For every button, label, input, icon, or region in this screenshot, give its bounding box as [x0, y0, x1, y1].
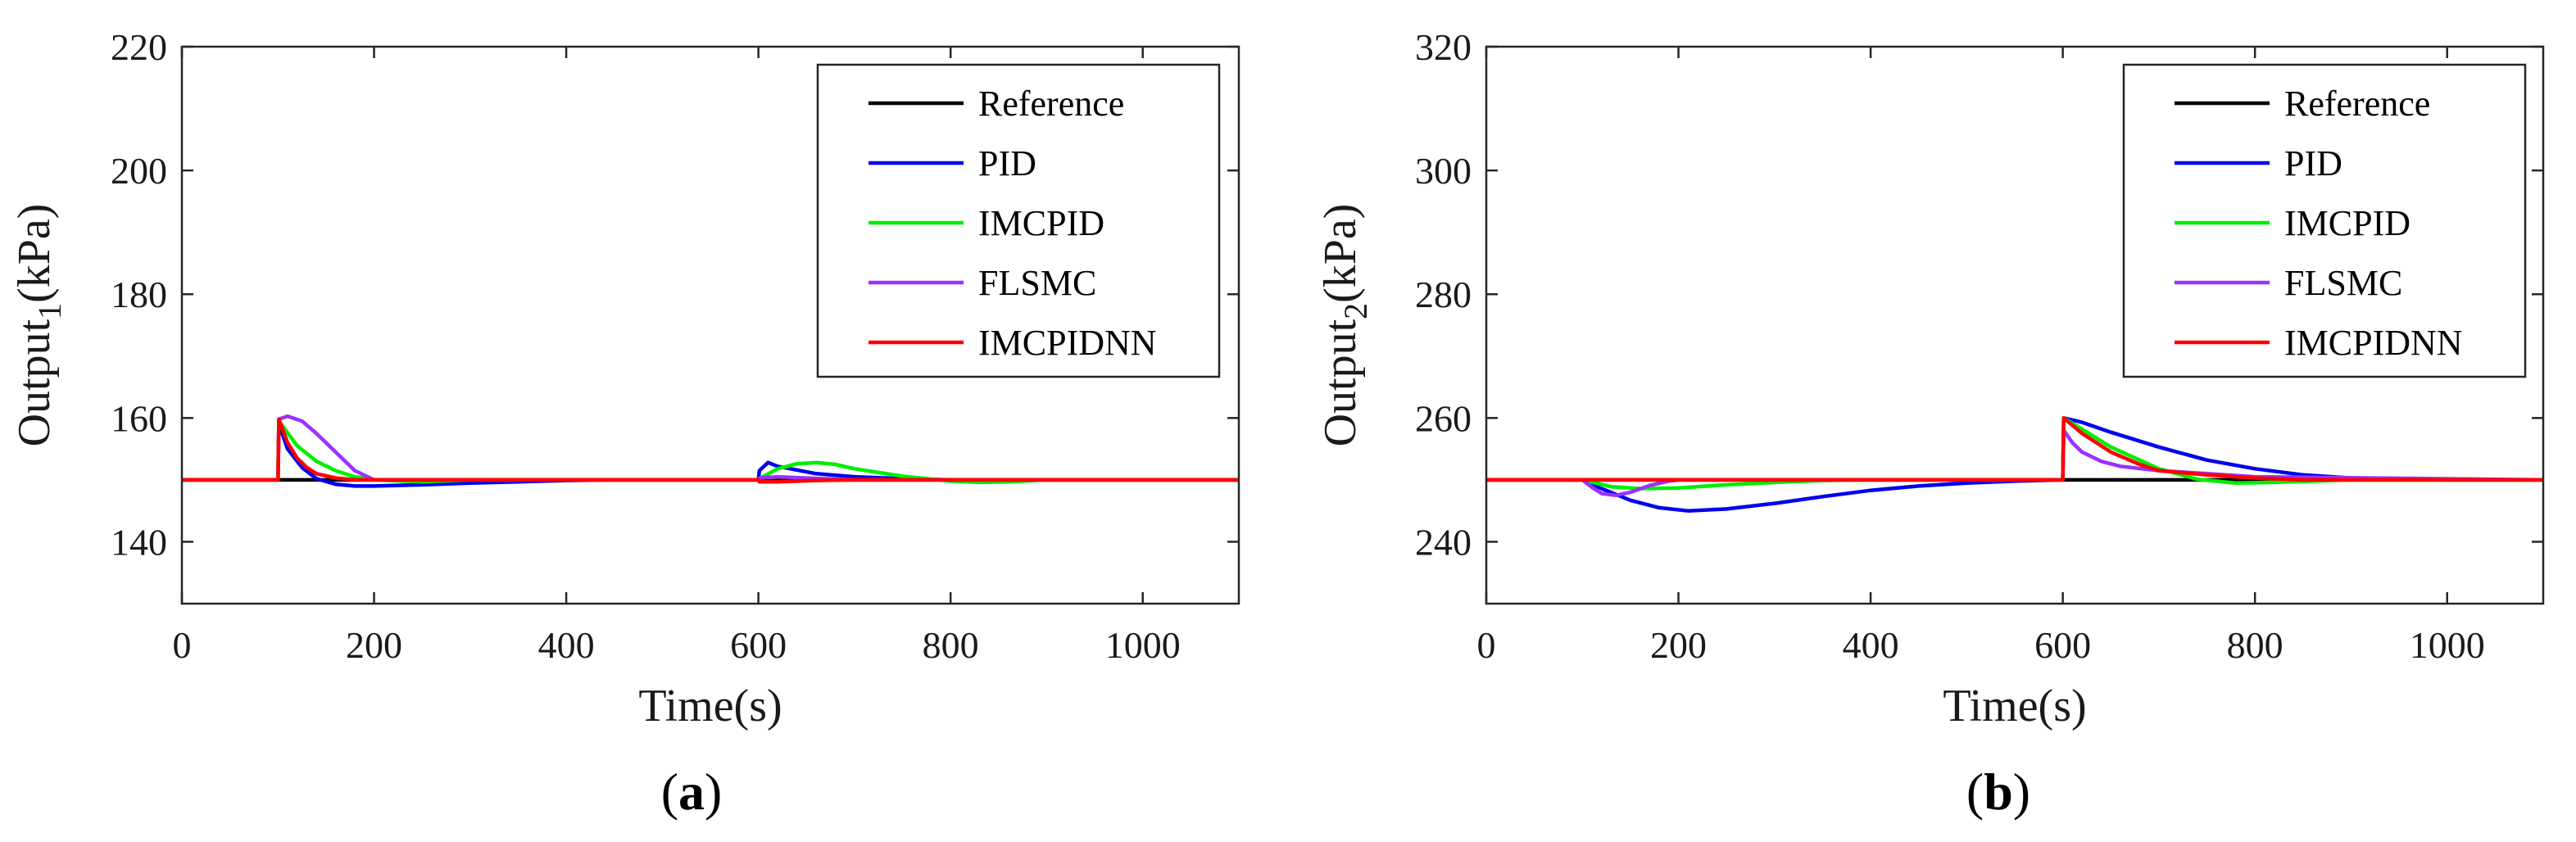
series-line-imcpid: [182, 419, 1239, 485]
x-tick-label: 800: [2227, 624, 2283, 666]
y-axis-subscript-a: 1: [31, 303, 68, 319]
y-tick-label: 160: [111, 397, 167, 439]
x-tick-label: 200: [1650, 624, 1707, 666]
legend-b: Reference PID IMCPID FLSMC IMCPIDNN: [2122, 63, 2527, 378]
x-tick-label: 1000: [2410, 624, 2485, 666]
y-axis-label-a: Output1(kPa): [9, 204, 68, 447]
legend-label-imcpid: IMCPID: [978, 203, 1104, 243]
panel-label-b: (b): [1966, 763, 2030, 821]
legend-label-imcpidnn: IMCPIDNN: [2284, 323, 2463, 363]
y-tick-label: 240: [1415, 521, 1472, 563]
y-axis-label-b: Output2(kPa): [1315, 204, 1374, 447]
legend-box-a: [816, 63, 1221, 378]
legend-label-reference: Reference: [978, 84, 1124, 124]
legend-label-imcpidnn: IMCPIDNN: [978, 323, 1157, 363]
x-tick-label: 1000: [1105, 624, 1181, 666]
panel-b-chart: 240 260 280 300 320 0 200 400 600 800 1000 Refere…: [1315, 26, 2545, 821]
legend-label-flsmc: FLSMC: [2284, 263, 2402, 303]
axis-box-a: [180, 45, 1240, 605]
y-tick-label: 280: [1415, 274, 1472, 315]
y-tick-label: 140: [111, 521, 167, 563]
panel-label-a: (a): [661, 763, 723, 821]
y-tick-label: 180: [111, 274, 167, 315]
y-tick-label: 200: [111, 150, 167, 192]
x-tick-label: 0: [1477, 624, 1496, 666]
x-tick-label: 0: [173, 624, 192, 666]
legend-label-imcpid: IMCPID: [2284, 203, 2410, 243]
legend-label-pid: PID: [2284, 143, 2342, 183]
series-line-imcpidnn: [1486, 416, 2543, 482]
y-axis-subscript-b: 2: [1337, 303, 1374, 319]
y-tick-label: 320: [1415, 26, 1472, 68]
x-tick-label: 800: [923, 624, 979, 666]
series-line-flsmc: [182, 414, 1239, 482]
x-axis-label-a: Time(s): [638, 681, 782, 731]
legend-label-pid: PID: [978, 143, 1036, 183]
y-tick-label: 300: [1415, 150, 1472, 192]
legend-a: Reference PID IMCPID FLSMC IMCPIDNN: [816, 63, 1221, 378]
x-tick-label: 400: [538, 624, 595, 666]
x-axis-label-b: Time(s): [1943, 681, 2086, 731]
y-tick-label: 260: [1415, 397, 1472, 439]
x-tick-label: 200: [346, 624, 402, 666]
legend-label-reference: Reference: [2284, 84, 2430, 124]
legend-label-flsmc: FLSMC: [978, 263, 1096, 303]
x-tick-label: 600: [730, 624, 787, 666]
x-tick-label: 400: [1843, 624, 1899, 666]
legend-box-b: [2122, 63, 2527, 378]
series-line-imcpidnn: [182, 417, 1239, 484]
panel-a-chart: 140 160 180 200 220 0 200 400 600 800 1000 Refere…: [9, 26, 1240, 821]
y-tick-label: 220: [111, 26, 167, 68]
axis-box-b: [1485, 45, 2545, 605]
x-tick-label: 600: [2034, 624, 2091, 666]
